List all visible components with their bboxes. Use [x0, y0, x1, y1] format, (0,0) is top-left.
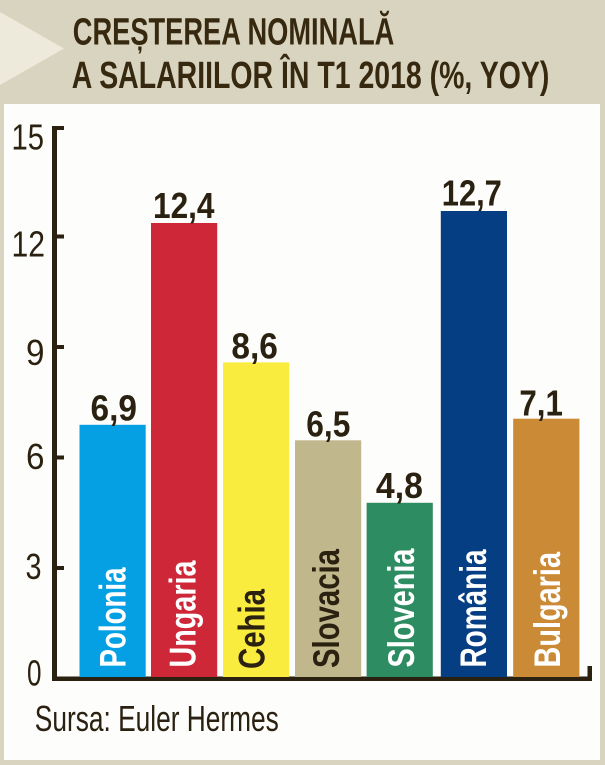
svg-text:Slovenia: Slovenia	[381, 548, 422, 667]
svg-text:Sursa: Euler Hermes: Sursa: Euler Hermes	[35, 698, 279, 739]
svg-text:8,6: 8,6	[231, 325, 278, 366]
svg-text:15: 15	[12, 117, 45, 158]
svg-text:Cehia: Cehia	[232, 589, 273, 669]
svg-text:6,5: 6,5	[306, 404, 350, 445]
svg-text:6: 6	[26, 436, 45, 477]
svg-text:Slovacia: Slovacia	[306, 549, 347, 668]
svg-text:12: 12	[12, 223, 46, 264]
svg-text:0: 0	[27, 653, 42, 694]
svg-text:4,8: 4,8	[376, 465, 423, 506]
svg-text:CREȘTEREA NOMINALĂ: CREȘTEREA NOMINALĂ	[73, 10, 395, 54]
svg-text:Polonia: Polonia	[93, 567, 134, 667]
svg-text:A SALARIILOR ÎN T1 2018 (%, YO: A SALARIILOR ÎN T1 2018 (%, YOY)	[72, 53, 550, 97]
svg-text:7,1: 7,1	[519, 382, 563, 423]
svg-text:3: 3	[26, 546, 42, 587]
svg-text:12,4: 12,4	[153, 185, 215, 226]
svg-text:România: România	[453, 549, 494, 667]
svg-text:Ungaria: Ungaria	[163, 560, 204, 667]
svg-text:6,9: 6,9	[91, 388, 138, 429]
svg-text:9: 9	[26, 332, 45, 373]
svg-text:12,7: 12,7	[442, 173, 502, 214]
svg-text:Bulgaria: Bulgaria	[527, 552, 568, 668]
